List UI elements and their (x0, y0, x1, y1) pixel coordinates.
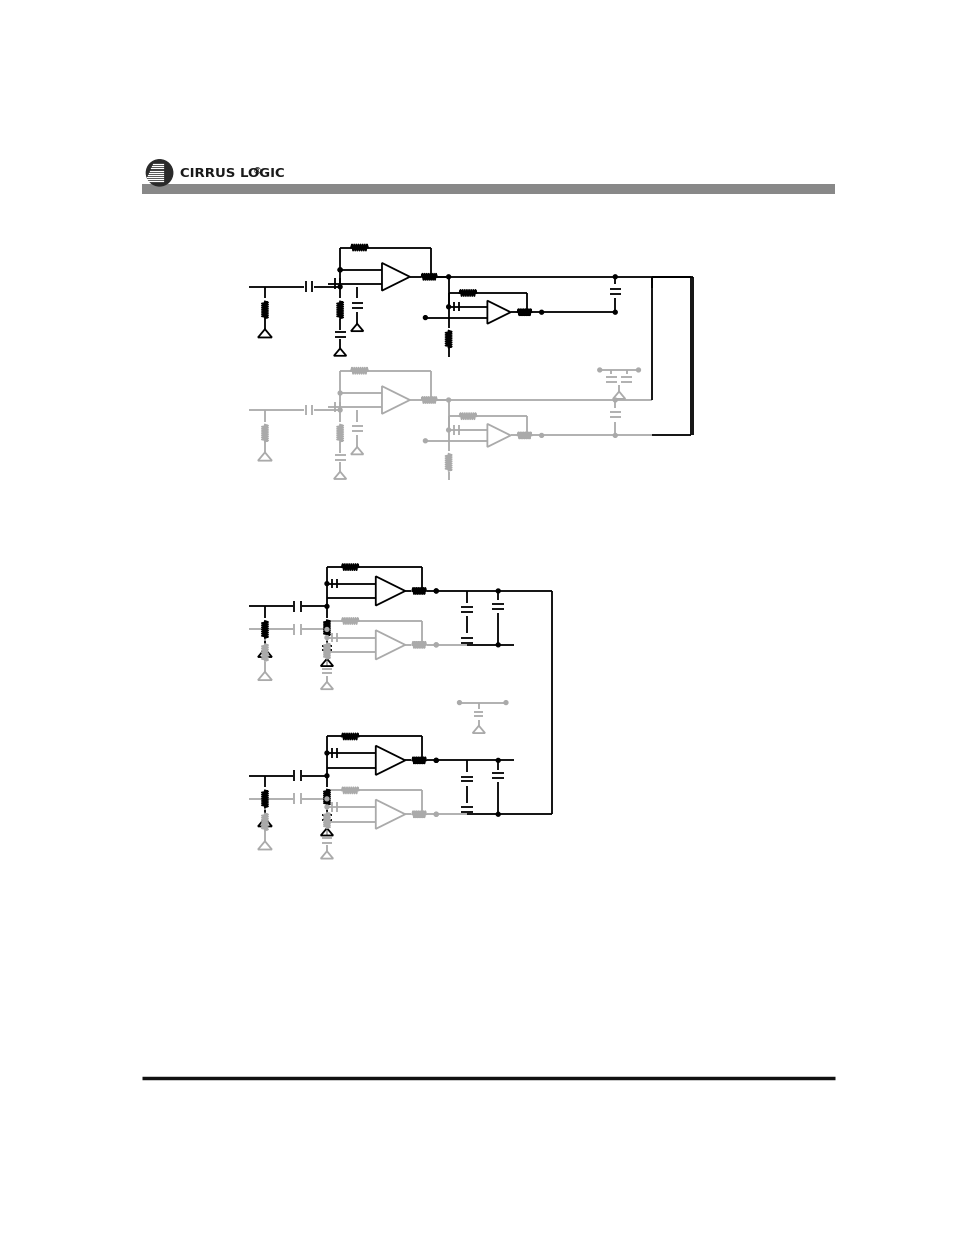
Circle shape (434, 643, 437, 647)
Circle shape (434, 589, 437, 593)
Circle shape (457, 700, 461, 704)
Circle shape (598, 368, 601, 372)
Circle shape (423, 438, 427, 442)
Circle shape (496, 589, 499, 593)
Circle shape (539, 310, 543, 314)
Circle shape (434, 643, 437, 647)
Circle shape (337, 408, 342, 412)
Circle shape (325, 797, 329, 800)
Circle shape (446, 429, 450, 432)
Circle shape (325, 636, 329, 640)
Circle shape (325, 805, 329, 809)
Circle shape (423, 316, 427, 320)
Circle shape (524, 433, 528, 437)
Circle shape (446, 398, 450, 401)
Circle shape (146, 159, 172, 186)
Circle shape (429, 398, 433, 401)
Circle shape (434, 813, 437, 816)
Circle shape (337, 268, 342, 272)
Circle shape (337, 285, 342, 289)
Circle shape (613, 275, 617, 279)
Circle shape (613, 433, 617, 437)
Circle shape (434, 813, 437, 816)
Circle shape (325, 604, 329, 609)
Circle shape (446, 275, 450, 279)
Circle shape (420, 758, 424, 762)
Circle shape (496, 643, 499, 647)
Circle shape (434, 758, 437, 762)
Circle shape (325, 751, 329, 755)
Circle shape (503, 700, 507, 704)
Circle shape (496, 758, 499, 762)
Circle shape (337, 268, 342, 272)
Text: ®: ® (253, 168, 261, 177)
Circle shape (446, 305, 450, 309)
Circle shape (429, 275, 433, 279)
Circle shape (524, 310, 528, 314)
Circle shape (613, 398, 617, 401)
Circle shape (539, 433, 543, 437)
Circle shape (434, 758, 437, 762)
Bar (142, 184, 835, 194)
Circle shape (613, 310, 617, 314)
Text: CIRRUS LOGIC: CIRRUS LOGIC (179, 167, 284, 179)
Circle shape (636, 368, 639, 372)
Circle shape (496, 813, 499, 816)
Circle shape (420, 589, 424, 593)
Circle shape (420, 643, 424, 647)
Circle shape (325, 582, 329, 585)
Circle shape (325, 627, 329, 631)
Circle shape (420, 813, 424, 816)
Circle shape (337, 391, 342, 395)
Circle shape (325, 774, 329, 778)
Circle shape (434, 589, 437, 593)
